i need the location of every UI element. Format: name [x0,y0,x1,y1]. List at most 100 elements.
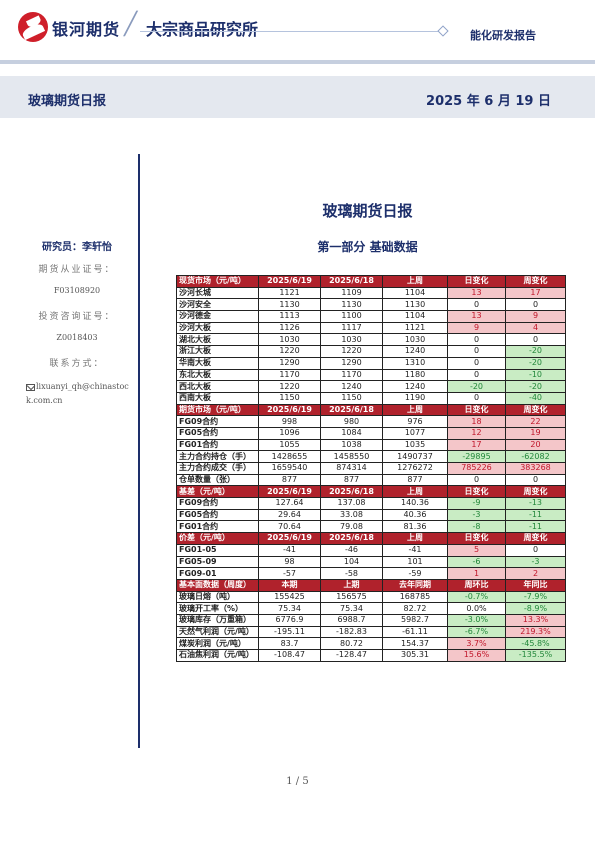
table-row: 湖北大板 1030 1030 1030 0 0 [176,333,566,347]
header-cell: 上周 [382,532,448,545]
table-cell: 0 [505,473,566,487]
table-cell: 1130 [258,298,321,312]
table-cell: 75.34 [320,602,383,615]
table-cell: 5982.7 [382,613,448,627]
table-cell: -20 [505,345,566,358]
table-cell: 17 [505,286,566,300]
table-cell: -11 [505,520,566,534]
header-cell: 2025/6/18 [320,403,383,417]
table-row: 煤炭利润（元/吨） 83.7 80.72 154.37 3.7% -45.8% [176,637,566,650]
table-row: 玻璃开工率（%） 75.34 75.34 82.72 0.0% -8.9% [176,602,566,615]
table-cell: 127.64 [258,497,321,510]
contact-email[interactable]: lixuanyi_qh@chinastock.com.cn [26,380,130,408]
header-cell: 去年同期 [382,578,448,592]
table-row: 东北大板 1170 1170 1180 0 -10 [176,368,566,382]
table-cell: 101 [382,555,448,569]
table-cell: -20 [447,380,506,393]
row-label: FG09合约 [176,497,259,510]
table-cell: 1240 [382,345,448,358]
report-type: 能化研发报告 [470,29,536,42]
table-row: FG05-09 98 104 101 -6 -3 [176,555,566,569]
table-cell: 15.6% [447,649,506,662]
table-section-header: 基差（元/吨） 2025/6/19 2025/6/18 上周 日变化 周变化 [176,485,566,499]
table-cell: 0 [447,345,506,358]
table-cell: 877 [258,473,321,487]
header-cell: 2025/6/19 [258,275,321,288]
table-row: 西北大板 1220 1240 1240 -20 -20 [176,380,566,393]
table-cell: 1220 [258,345,321,358]
table-cell: 1220 [320,345,383,358]
table-cell: -11 [505,508,566,522]
header-divider [0,60,595,64]
header-cell: 上期 [320,578,383,592]
table-cell: 83.7 [258,637,321,650]
brand-separator: ╱ [124,12,138,37]
table-section-header: 基本面数据（周度） 本期 上期 去年同期 周环比 年同比 [176,578,566,592]
email-text[interactable]: lixuanyi_qh@chinastock.com.cn [26,382,129,405]
researcher-name: 研究员：李轩怡 [42,242,112,253]
table-cell: 75.34 [258,602,321,615]
header-cell: 周变化 [505,275,566,288]
license-value: F03108920 [53,286,101,295]
header-cell: 2025/6/19 [258,532,321,545]
table-cell: 79.08 [320,520,383,534]
sidebar-divider [138,154,140,748]
header-cell: 周环比 [447,578,506,592]
table-cell: 1150 [320,391,383,405]
header-rule [140,31,440,32]
table-cell: 13 [447,286,506,300]
row-label: 华南大板 [176,356,259,370]
title-band: 玻璃期货日报 2025 年 6 月 19 日 [0,76,595,118]
table-row: 仓单数量（张） 877 877 877 0 0 [176,473,566,487]
table-row: 浙江大板 1220 1220 1240 0 -20 [176,345,566,358]
table-cell: 1117 [320,321,383,335]
table-cell: 219.3% [505,625,566,639]
table-row: 天然气利润（元/吨） -195.11 -182.83 -61.11 -6.7% 219.3… [176,625,566,639]
table-cell: 383268 [505,462,566,475]
table-cell: 98 [258,555,321,569]
header-cell: 价差（元/吨） [176,532,259,545]
header-cell: 周变化 [505,532,566,545]
header-cell: 周变化 [505,403,566,417]
table-row: 主力合约持仓（手） 1428655 1458550 1490737 -29895 -620… [176,450,566,463]
license-label: 期货从业证号： [38,265,116,275]
row-label: FG01合约 [176,438,259,452]
table-cell: 1240 [382,380,448,393]
table-cell: 5 [447,543,506,557]
mail-icon [26,383,35,391]
table-row: 玻璃库存（万重箱） 6776.9 6988.7 5982.7 -3.0% 13.3% [176,613,566,627]
table-cell: 19 [505,426,566,440]
row-label: FG01合约 [176,520,259,534]
table-cell: 13 [447,310,506,323]
header-cell: 2025/6/18 [320,485,383,499]
table-cell: 1490737 [382,450,448,463]
table-cell: 0 [447,356,506,370]
table-cell: -13 [505,497,566,510]
table-cell: 1290 [320,356,383,370]
table-cell: 70.64 [258,520,321,534]
table-cell: 12 [447,426,506,440]
table-cell: 4 [505,321,566,335]
table-row: 玻璃日熔（吨） 155425 156575 168785 -0.7% -7.9% [176,590,566,604]
table-cell: 18 [447,415,506,428]
table-cell: -57 [258,567,321,580]
header-cell: 上周 [382,485,448,499]
table-cell: 1220 [258,380,321,393]
table-cell: 1126 [258,321,321,335]
table-row: FG09合约 127.64 137.08 140.36 -9 -13 [176,497,566,510]
row-label: 玻璃库存（万重箱） [176,613,259,627]
table-cell: 1055 [258,438,321,452]
contact-label: 联系方式： [49,359,105,369]
table-cell: -61.11 [382,625,448,639]
document-title: 玻璃期货日报 [322,202,413,220]
table-row: FG01合约 1055 1038 1035 17 20 [176,438,566,452]
table-cell: 1428655 [258,450,321,463]
table-cell: 80.72 [320,637,383,650]
table-section-header: 价差（元/吨） 2025/6/19 2025/6/18 上周 日变化 周变化 [176,532,566,545]
table-row: FG01-05 -41 -46 -41 5 0 [176,543,566,557]
row-label: 东北大板 [176,368,259,382]
table-cell: -40 [505,391,566,405]
table-row: 沙河大板 1126 1117 1121 9 4 [176,321,566,335]
table-cell: -3.0% [447,613,506,627]
table-cell: 168785 [382,590,448,604]
